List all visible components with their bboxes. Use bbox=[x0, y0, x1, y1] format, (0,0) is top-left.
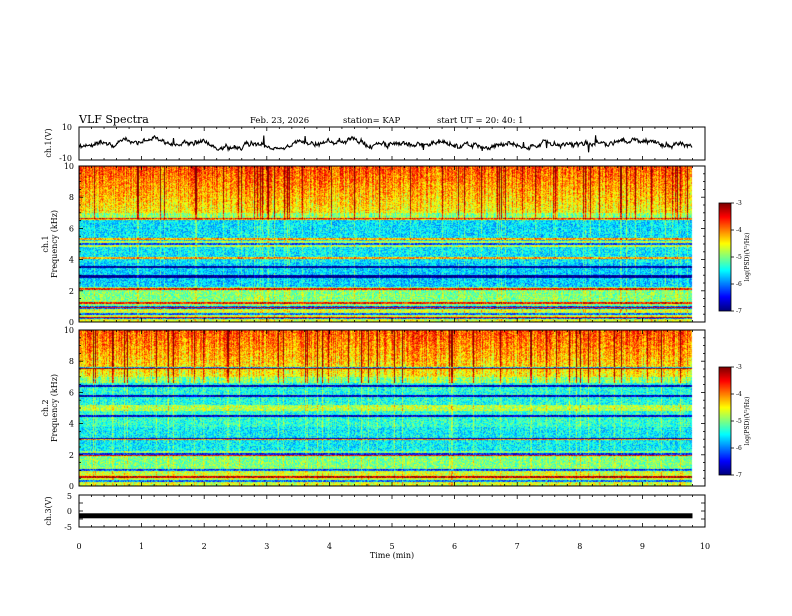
ch1-voltage-line bbox=[78, 135, 693, 153]
ch1-voltage-ticks bbox=[78, 127, 706, 160]
ch1-voltage-ylabel: ch.1(V) bbox=[44, 128, 53, 157]
x-tick-label: 8 bbox=[577, 542, 582, 551]
ch2-spectrogram-ylabel-frequency: Frequency (kHz) bbox=[50, 374, 59, 442]
ch3-voltage-ticks bbox=[78, 494, 706, 528]
ch2-spectrogram-panel: ch.2 Frequency (kHz) 0 2 4 6 8 10 bbox=[41, 326, 706, 491]
ch2-colorbar-ticks: -3 -4 -5 -6 -7 bbox=[731, 364, 742, 479]
x-axis-tick-labels: 0 1 2 3 4 5 6 7 8 9 10 bbox=[76, 542, 710, 551]
ch1-colorbar: -3 -4 -5 -6 -7 log(PSD)(V²/Hz) bbox=[718, 200, 751, 315]
y-tick-label: 4 bbox=[69, 256, 74, 265]
ch2-spectrogram-ticks bbox=[78, 330, 706, 486]
ch1-spectrogram-ylabel-frequency: Frequency (kHz) bbox=[50, 210, 59, 278]
y-tick-label: 2 bbox=[69, 287, 74, 296]
ch1-colorbar-gradient bbox=[719, 203, 731, 311]
colorbar-tick-label: -6 bbox=[736, 281, 742, 288]
ch1-voltage-panel: ch.1(V) 10 -10 bbox=[44, 123, 706, 163]
y-tick-label: 2 bbox=[69, 451, 74, 460]
ch2-spectrogram-yticks: 0 2 4 6 8 10 bbox=[64, 326, 705, 491]
ch3-voltage-ytick-top: 5 bbox=[67, 492, 72, 501]
colorbar-tick-label: -7 bbox=[736, 472, 742, 479]
ch2-spectrogram-ylabel-channel: ch.2 bbox=[41, 399, 50, 416]
x-tick-label: 10 bbox=[700, 542, 710, 551]
y-tick-label: 0 bbox=[69, 318, 74, 327]
ch2-colorbar-gradient bbox=[719, 367, 731, 475]
colorbar-tick-label: -3 bbox=[736, 200, 742, 207]
ch1-voltage-ytick-top: 10 bbox=[62, 123, 72, 132]
y-tick-label: 8 bbox=[69, 193, 74, 202]
x-tick-label: 3 bbox=[264, 542, 269, 551]
x-tick-label: 4 bbox=[327, 542, 332, 551]
header-station: station= KAP bbox=[343, 116, 401, 126]
ch2-spectrogram-image bbox=[79, 330, 705, 486]
colorbar-tick-label: -4 bbox=[736, 391, 742, 398]
y-tick-label: 4 bbox=[69, 420, 74, 429]
colorbar-tick-label: -5 bbox=[736, 254, 742, 261]
colorbar-tick-label: -7 bbox=[736, 308, 742, 315]
x-tick-label: 9 bbox=[640, 542, 645, 551]
header-date: Feb. 23, 2026 bbox=[250, 116, 309, 126]
x-tick-label: 5 bbox=[389, 542, 394, 551]
colorbar-tick-label: -3 bbox=[736, 364, 742, 371]
ch1-spectrogram-ticks bbox=[78, 166, 706, 322]
x-tick-label: 2 bbox=[202, 542, 207, 551]
figure-title: VLF Spectra bbox=[78, 113, 149, 126]
y-tick-label: 8 bbox=[69, 357, 74, 366]
header-start-time: start UT = 20: 40: 1 bbox=[437, 116, 524, 126]
ch3-voltage-ylabel: ch.3(V) bbox=[44, 496, 53, 525]
y-tick-label: 6 bbox=[69, 388, 74, 397]
ch2-colorbar-label: log(PSD)(V²/Hz) bbox=[744, 397, 751, 446]
colorbar-tick-label: -4 bbox=[736, 227, 742, 234]
y-tick-label: 10 bbox=[64, 326, 74, 335]
colorbar-tick-label: -5 bbox=[736, 418, 742, 425]
ch3-voltage-ytick-zero: 0 bbox=[67, 507, 72, 516]
x-tick-label: 1 bbox=[139, 542, 144, 551]
ch1-colorbar-ticks: -3 -4 -5 -6 -7 bbox=[731, 200, 742, 315]
ch1-voltage-ytick-bottom: -10 bbox=[59, 154, 72, 163]
colorbar-tick-label: -6 bbox=[736, 445, 742, 452]
y-tick-label: 0 bbox=[69, 482, 74, 491]
ch3-voltage-frame bbox=[78, 494, 706, 528]
ch2-colorbar: -3 -4 -5 -6 -7 log(PSD)(V²/Hz) bbox=[718, 364, 751, 479]
ch1-spectrogram-image bbox=[79, 166, 705, 322]
x-tick-label: 0 bbox=[76, 542, 81, 551]
ch1-colorbar-label: log(PSD)(V²/Hz) bbox=[744, 233, 751, 282]
y-tick-label: 6 bbox=[69, 224, 74, 233]
ch1-spectrogram-panel: ch.1 Frequency (kHz) 0 2 4 6 8 10 bbox=[41, 162, 706, 327]
y-tick-label: 10 bbox=[64, 162, 74, 171]
x-tick-label: 7 bbox=[515, 542, 520, 551]
ch3-voltage-panel: ch.3(V) 5 0 -5 bbox=[44, 492, 706, 532]
ch1-spectrogram-ylabel-channel: ch.1 bbox=[41, 235, 50, 252]
x-axis-label: Time (min) bbox=[370, 551, 414, 560]
ch3-voltage-ytick-bottom: -5 bbox=[64, 523, 72, 532]
x-tick-label: 6 bbox=[452, 542, 457, 551]
ch1-spectrogram-yticks: 0 2 4 6 8 10 bbox=[64, 162, 705, 327]
ch3-voltage-line bbox=[79, 513, 693, 519]
